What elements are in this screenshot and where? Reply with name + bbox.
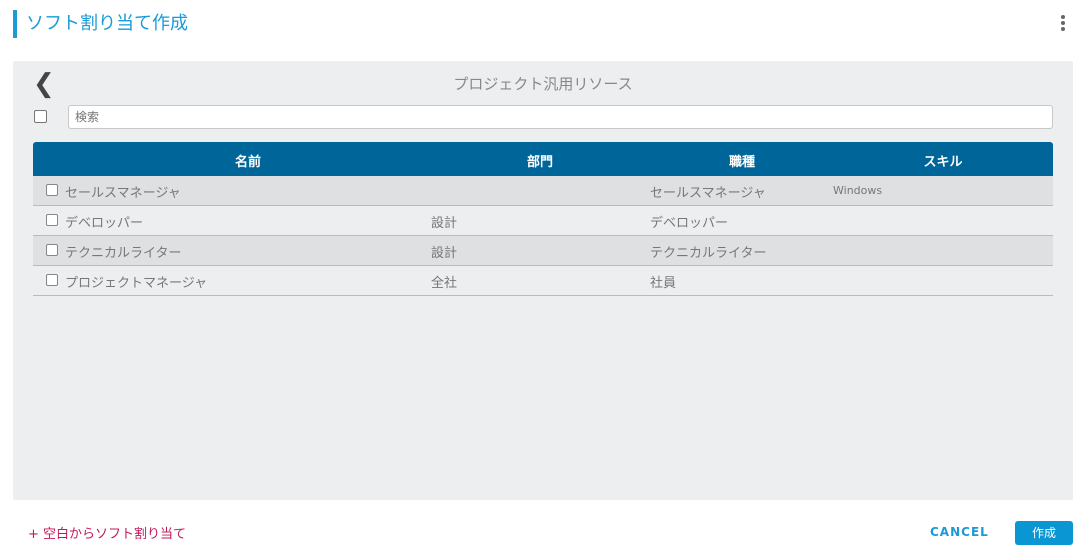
column-header-job[interactable]: 職種 — [728, 155, 756, 170]
cell-name: デベロッパー — [65, 216, 144, 231]
search-input[interactable] — [68, 105, 1053, 129]
chevron-left-icon[interactable]: ❮ — [33, 69, 55, 99]
resource-panel: ❮ プロジェクト汎用リソース 名前 部門 職種 スキル セールスマネージャ セー… — [13, 61, 1073, 500]
column-header-name[interactable]: 名前 — [234, 155, 262, 170]
row-checkbox[interactable] — [46, 214, 58, 226]
table-row[interactable]: デベロッパー 設計 デベロッパー — [33, 206, 1053, 236]
table-header: 名前 部門 職種 スキル — [33, 142, 1053, 176]
select-all-checkbox[interactable] — [34, 110, 47, 123]
cell-dept: 設計 — [431, 246, 458, 261]
column-header-dept[interactable]: 部門 — [526, 155, 554, 170]
cell-job: 社員 — [650, 276, 677, 291]
row-checkbox[interactable] — [46, 244, 58, 256]
create-button[interactable]: 作成 — [1015, 521, 1073, 545]
cell-name: プロジェクトマネージャ — [65, 276, 208, 291]
page-title: ソフト割り当て作成 — [13, 10, 188, 38]
add-blank-soft-assignment-link[interactable]: + 空白からソフト割り当て — [28, 527, 187, 542]
table-row[interactable]: テクニカルライター 設計 テクニカルライター — [33, 236, 1053, 266]
panel-title: プロジェクト汎用リソース — [453, 75, 633, 93]
cell-name: セールスマネージャ — [65, 186, 181, 201]
cell-dept: 設計 — [431, 216, 458, 231]
table-row[interactable]: セールスマネージャ セールスマネージャ Windows — [33, 176, 1053, 206]
table-row[interactable]: プロジェクトマネージャ 全社 社員 — [33, 266, 1053, 296]
cell-dept: 全社 — [431, 276, 458, 291]
kebab-icon[interactable] — [1056, 13, 1070, 33]
cell-job: デベロッパー — [650, 216, 729, 231]
cell-skill: Windows — [833, 184, 883, 197]
cell-job: セールスマネージャ — [650, 186, 766, 201]
column-header-skill[interactable]: スキル — [923, 155, 963, 170]
cell-name: テクニカルライター — [65, 246, 182, 261]
row-checkbox[interactable] — [46, 274, 58, 286]
resource-table: 名前 部門 職種 スキル セールスマネージャ セールスマネージャ Windows… — [33, 142, 1053, 296]
row-checkbox[interactable] — [46, 184, 58, 196]
cell-job: テクニカルライター — [650, 246, 767, 261]
cancel-button[interactable]: CANCEL — [930, 525, 989, 539]
